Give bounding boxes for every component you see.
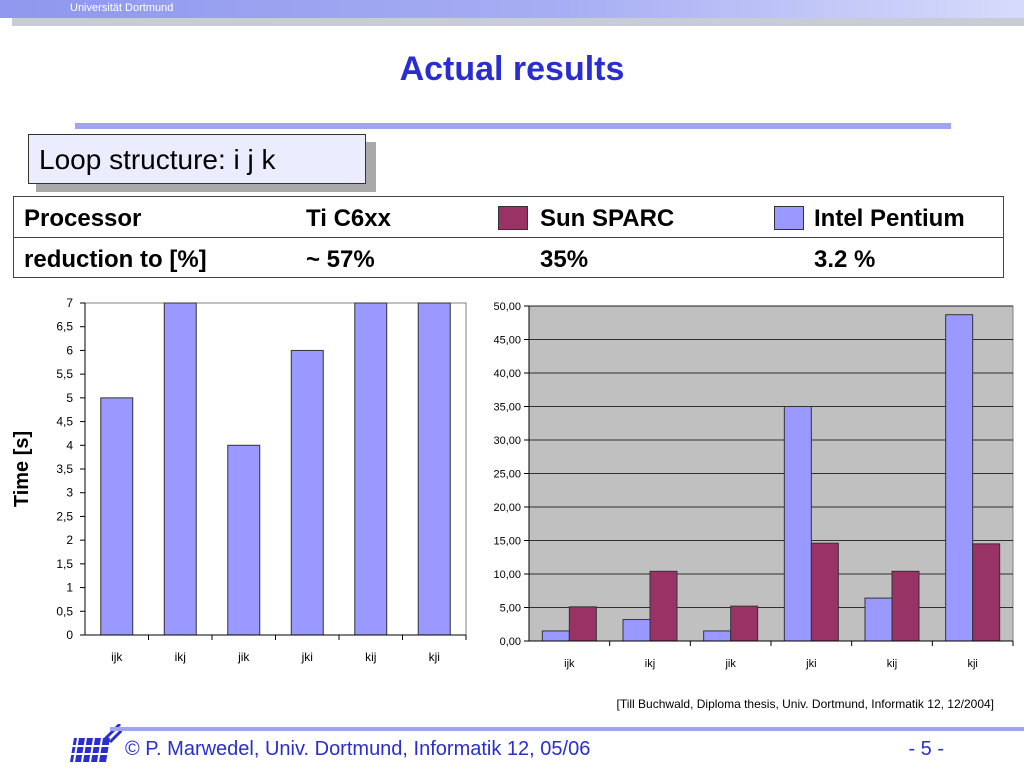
y-tick-label: 5 [66,391,73,405]
bar-ijk-series-2 [568,606,597,642]
y-tick-label: 35,00 [493,402,521,414]
y-tick-label: 3,5 [56,462,73,476]
bar-kji [417,302,451,636]
source-citation: [Till Buchwald, Diploma thesis, Univ. Do… [616,697,995,711]
intel-pentium-label: Intel Pentium [814,205,965,232]
y-tick-label: 25,00 [493,469,521,481]
y-tick-label: 50,00 [493,301,521,313]
sun-sparc-reduction: 35% [540,246,589,273]
y-tick-label: 40,00 [493,368,521,380]
bar-ikj-series-1 [622,619,651,642]
university-logo [70,724,122,763]
y-tick-label: 6,5 [56,320,73,334]
x-tick-label: jki [301,650,313,664]
loop-structure-box: Loop structure: i j k [28,134,366,184]
x-tick-label: ijk [564,658,575,670]
x-tick-label: jik [237,650,250,664]
bar-jik [227,444,261,636]
bar-jki [290,349,324,636]
y-tick-label: 10,00 [493,569,521,581]
header-bar: Universität Dortmund [0,0,1024,18]
bar-kji-series-1 [945,314,974,642]
pentium-swatch [774,206,804,230]
bar-jki-series-1 [783,406,812,642]
y-tick-label: 4 [66,438,73,452]
y-tick-label: 20,00 [493,502,521,514]
y-tick-label: 5,5 [56,367,73,381]
processor-table: Processor Ti C6xx Sun SPARC Intel Pentiu… [13,196,1004,278]
x-tick-label: ijk [111,650,123,664]
y-tick-label: 3 [66,486,73,500]
y-tick-label: 2 [66,533,73,547]
y-tick-label: 2,5 [56,509,73,523]
reduction-header: reduction to [%] [24,246,207,273]
slide-title: Actual results [399,50,625,88]
footer-copyright: © P. Marwedel, Univ. Dortmund, Informati… [125,738,591,760]
ti-c6xx-reduction: ~ 57% [306,246,375,273]
y-tick-label: 4,5 [56,415,73,429]
bar-kij-series-1 [864,597,893,642]
sun-sparc-label: Sun SPARC [540,205,675,232]
x-tick-label: kji [429,650,440,664]
plot-area [84,302,467,636]
x-tick-label: jki [805,658,816,670]
x-tick-label: kji [967,658,977,670]
bar-kji-series-2 [972,543,1001,642]
x-tick-label: kij [365,650,376,664]
processor-row: Processor Ti C6xx Sun SPARC Intel Pentiu… [14,197,1003,238]
y-tick-label: 1,5 [56,557,73,571]
x-tick-label: ikj [645,658,655,670]
x-tick-label: kij [887,658,897,670]
y-tick-label: 0,00 [500,636,521,648]
y-tick-label: 45,00 [493,335,521,347]
intel-pentium-reduction: 3.2 % [814,246,876,273]
ti-c6xx-label: Ti C6xx [306,205,391,232]
bar-ijk [100,397,134,636]
university-name: Universität Dortmund [70,2,174,14]
y-tick-label: 0,5 [56,604,73,618]
y-tick-label: 7 [66,296,73,310]
bar-jik-series-1 [703,630,732,642]
y-tick-label: 0 [66,628,73,642]
bar-kij-series-2 [891,570,920,642]
bar-jki-series-2 [810,542,839,642]
bar-ijk-series-1 [541,630,570,642]
bar-jik-series-2 [730,605,759,642]
comparison-bar-chart: 0,00 5,00 10,00 15,00 20,00 25,00 30,00 35,00 40… [493,301,1014,670]
y-tick-label: 30,00 [493,435,521,447]
header-shadow [12,18,1024,26]
bar-ikj [163,302,197,636]
y-tick-label: 5,00 [500,603,521,615]
y-tick-label: 1 [66,581,73,595]
y-axis-label: Time [s] [11,431,33,507]
time-bar-chart: Time [s] 0 0,5 1 1,5 2 2,5 3 3,5 4 4,5 5 5,5 6 6,5 7 ijk… [11,296,467,664]
sparc-swatch [498,206,528,230]
bar-ikj-series-2 [649,570,678,642]
x-tick-label: jik [724,658,736,670]
page-number: - 5 - [908,738,944,760]
y-tick-label: 6 [66,343,73,357]
x-tick-label: ikj [175,650,186,664]
reduction-row: reduction to [%] ~ 57% 35% 3.2 % [14,238,1003,278]
y-tick-label: 15,00 [493,536,521,548]
title-divider [75,123,951,129]
processor-header: Processor [24,205,142,232]
bar-kij [354,302,388,636]
footer-divider [110,727,1024,731]
